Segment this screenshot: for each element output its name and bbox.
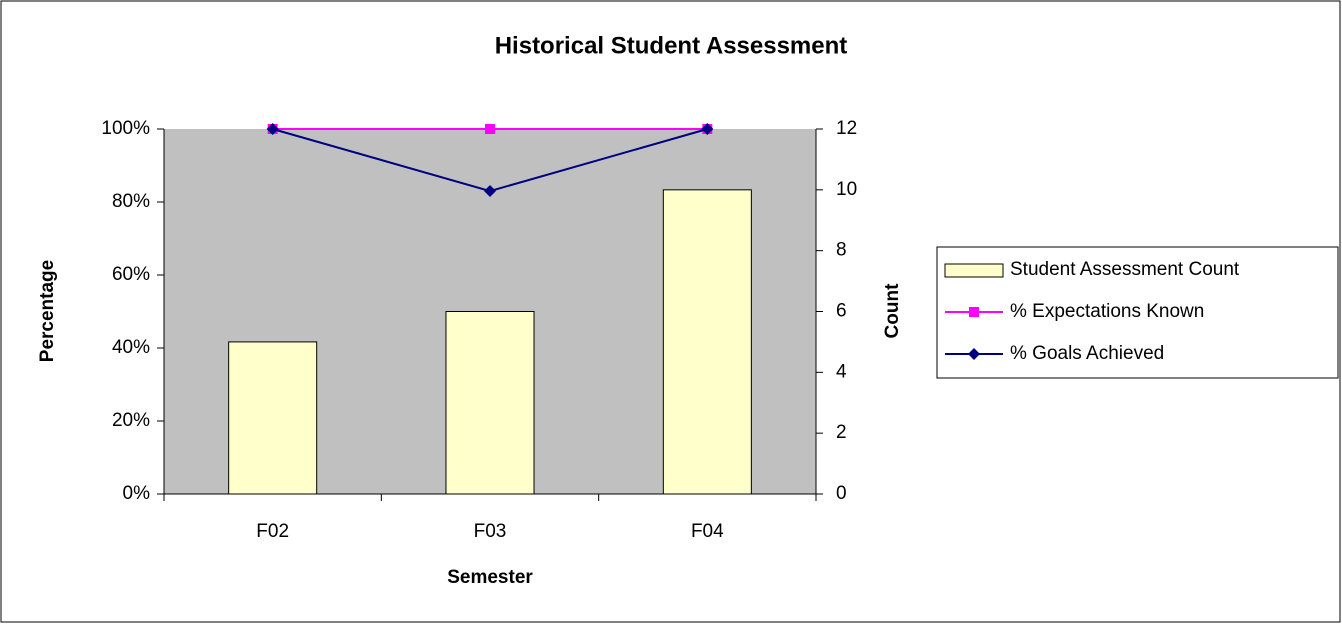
- y2-tick-label: 8: [836, 240, 847, 261]
- bar: [662, 189, 752, 495]
- legend-label: Student Assessment Count: [1010, 259, 1240, 280]
- x-tick-label: F02: [256, 521, 289, 542]
- y2-tick-label: 12: [836, 118, 857, 139]
- bar: [445, 311, 535, 495]
- legend-marker: [968, 348, 980, 360]
- y2-tick-label: 0: [836, 483, 847, 504]
- bar: [228, 341, 318, 495]
- y-tick-label: 80%: [112, 191, 150, 212]
- y-tick-label: 0%: [123, 483, 151, 504]
- legend-label: % Expectations Known: [1010, 301, 1204, 322]
- x-tick-label: F04: [691, 521, 724, 542]
- y2-tick-label: 10: [836, 179, 857, 200]
- chart-title: Historical Student Assessment: [495, 32, 848, 59]
- line-marker: [266, 123, 279, 135]
- y-axis-label: Percentage: [37, 260, 58, 362]
- x-tick-label: F03: [474, 521, 507, 542]
- legend-swatch: [944, 263, 1004, 278]
- y2-axis-label: Count: [882, 283, 903, 339]
- y2-tick-label: 6: [836, 301, 847, 322]
- x-axis-label: Semester: [447, 567, 533, 588]
- legend-marker: [969, 307, 979, 317]
- y-tick-label: 60%: [112, 264, 150, 285]
- y2-tick-label: 4: [836, 361, 847, 382]
- line-marker: [485, 124, 495, 134]
- y-tick-label: 40%: [112, 337, 150, 358]
- y-tick-label: 20%: [112, 410, 150, 431]
- legend-box: [936, 246, 1339, 379]
- line-marker: [701, 123, 714, 135]
- legend-label: % Goals Achieved: [1010, 343, 1164, 364]
- y-tick-label: 100%: [101, 118, 150, 139]
- y2-tick-label: 2: [836, 422, 847, 443]
- line-marker: [484, 185, 496, 198]
